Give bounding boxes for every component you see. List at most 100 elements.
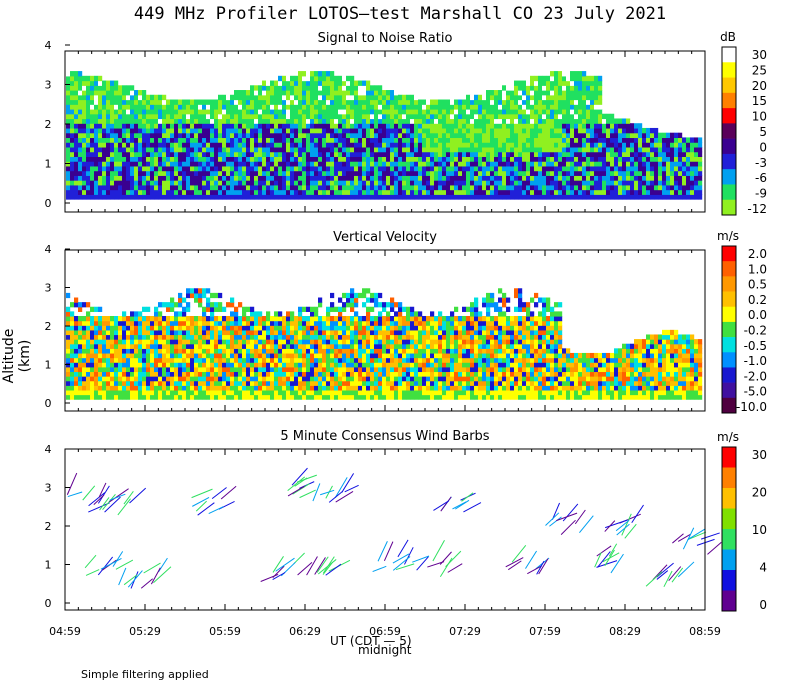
colorbar-label-3-2: 10 [752, 523, 767, 537]
colorbar-swatch-1-10 [722, 199, 736, 216]
colorbar-label-3-0: 30 [752, 448, 767, 462]
x-tick-label-3: 06:29 [289, 625, 321, 638]
colorbar-swatch-2-8 [722, 367, 736, 383]
colorbar-label-2-3: 0.2 [748, 293, 767, 307]
y-tick-label-2-4: 4 [45, 243, 52, 256]
colorbar-label-2-10: -10.0 [736, 400, 767, 414]
colorbar-swatch-1-4 [722, 108, 736, 124]
y-tick-label-2-3: 3 [45, 282, 52, 295]
colorbar-swatch-1-9 [722, 184, 736, 201]
y-tick-label-2-2: 2 [45, 320, 52, 333]
x-tick-label-6: 07:59 [529, 625, 561, 638]
colorbar-unit-1: dB [720, 30, 736, 44]
colorbar-swatch-3-4 [722, 529, 736, 550]
colorbar-swatch-3-0 [722, 447, 736, 468]
colorbar-swatch-1-7 [722, 153, 736, 170]
colorbar-unit-2: m/s [717, 229, 739, 243]
colorbar-swatch-1-5 [722, 123, 736, 139]
y-tick-label-3-0: 0 [45, 597, 52, 610]
colorbar-swatch-2-6 [722, 337, 736, 353]
colorbar-label-1-9: -9 [755, 187, 767, 201]
colorbar-label-1-1: 25 [752, 63, 767, 77]
x-tick-label-7: 08:29 [609, 625, 641, 638]
y-tick-label-2-0: 0 [45, 397, 52, 410]
colorbar-swatch-3-1 [722, 467, 736, 489]
y-tick-label-1-3: 3 [45, 79, 52, 92]
y-tick-label-3-4: 4 [45, 443, 52, 456]
colorbar-label-2-2: 0.5 [748, 278, 767, 292]
x-tick-label-8: 08:59 [689, 625, 721, 638]
colorbar-swatch-1-1 [722, 62, 736, 78]
y-tick-label-1-4: 4 [45, 39, 52, 52]
colorbar-swatch-1-6 [722, 138, 736, 155]
colorbar-frame-2 [721, 245, 737, 414]
y-tick-label-3-2: 2 [45, 520, 52, 533]
colorbar-label-1-6: 0 [759, 140, 767, 154]
footer-note: Simple filtering applied [81, 668, 209, 681]
colorbar-label-2-1: 1.0 [748, 262, 767, 276]
x-tick-label-0: 04:59 [49, 625, 81, 638]
colorbar-swatch-1-0 [722, 47, 736, 63]
colorbar-label-1-3: 15 [752, 94, 767, 108]
colorbar-label-3-3: 4 [759, 561, 767, 575]
colorbar-swatch-2-5 [722, 321, 736, 338]
colorbar-swatch-2-3 [722, 291, 736, 308]
colorbar-swatch-3-2 [722, 488, 736, 509]
colorbar-label-1-8: -6 [755, 171, 767, 185]
colorbar-frame-3 [721, 446, 737, 612]
colorbar-label-1-5: 5 [759, 125, 767, 139]
colorbar-label-2-6: -0.5 [744, 339, 767, 353]
colorbar-swatch-1-2 [722, 77, 736, 94]
colorbar-label-3-1: 20 [752, 486, 767, 500]
colorbar-swatch-2-7 [722, 352, 736, 368]
figure-title: 449 MHz Profiler LOTOS—test Marshall CO … [133, 4, 667, 24]
colorbar-label-2-5: -0.2 [744, 324, 767, 338]
colorbar-swatch-2-1 [722, 261, 736, 277]
colorbar-swatch-1-8 [722, 169, 736, 185]
x-tick-label-4: 06:59 [369, 625, 401, 638]
colorbar-swatch-2-2 [722, 276, 736, 292]
x-axis-label: UT (CDT — 5) [330, 634, 412, 648]
x-tick-label-5: 07:29 [449, 625, 481, 638]
colorbar-label-2-9: -5.0 [744, 385, 767, 399]
panel-title-3: 5 Minute Consensus Wind Barbs [280, 429, 489, 444]
colorbar-label-1-2: 20 [752, 79, 767, 93]
colorbar-label-2-7: -1.0 [744, 354, 767, 368]
y-tick-label-3-3: 3 [45, 482, 52, 495]
midnight-label: midnight [358, 643, 412, 657]
colorbar-label-2-0: 2.0 [748, 247, 767, 261]
x-tick-label-2: 05:59 [209, 625, 241, 638]
colorbar-swatch-2-10 [722, 397, 736, 414]
colorbar-swatch-3-6 [722, 570, 736, 591]
colorbar-swatch-3-5 [722, 549, 736, 571]
heatmap-cells-2 [66, 288, 703, 400]
y-tick-label-3-1: 1 [45, 559, 52, 572]
colorbar-swatch-1-3 [722, 92, 736, 109]
colorbar-label-1-4: 10 [752, 110, 767, 124]
colorbar-label-2-4: 0.0 [748, 308, 767, 322]
panel-frame-3 [64, 448, 706, 611]
y-tick-label-2-1: 1 [45, 359, 52, 372]
y-tick-label-1-1: 1 [45, 158, 52, 171]
colorbar-label-1-10: -12 [747, 202, 767, 216]
panel-title-2: Vertical Velocity [333, 230, 437, 245]
colorbar-swatch-2-0 [722, 246, 736, 262]
colorbar-label-3-4: 0 [759, 598, 767, 612]
y-tick-label-1-2: 2 [45, 118, 52, 131]
x-tick-label-1: 05:29 [129, 625, 161, 638]
colorbar-label-1-7: -3 [755, 156, 767, 170]
wind-barbs [66, 467, 722, 589]
colorbar-label-1-0: 30 [752, 48, 767, 62]
colorbar-swatch-3-3 [722, 508, 736, 530]
colorbar-swatch-2-4 [722, 306, 736, 323]
panel-title-1: Signal to Noise Ratio [318, 31, 453, 46]
colorbar-frame-1 [721, 46, 737, 216]
colorbar-unit-3: m/s [717, 430, 739, 444]
colorbar-swatch-3-7 [722, 590, 736, 612]
colorbar-label-2-8: -2.0 [744, 369, 767, 383]
y-tick-label-1-0: 0 [45, 197, 52, 210]
colorbar-swatch-2-9 [722, 382, 736, 399]
heatmap-cells-1 [66, 71, 703, 200]
